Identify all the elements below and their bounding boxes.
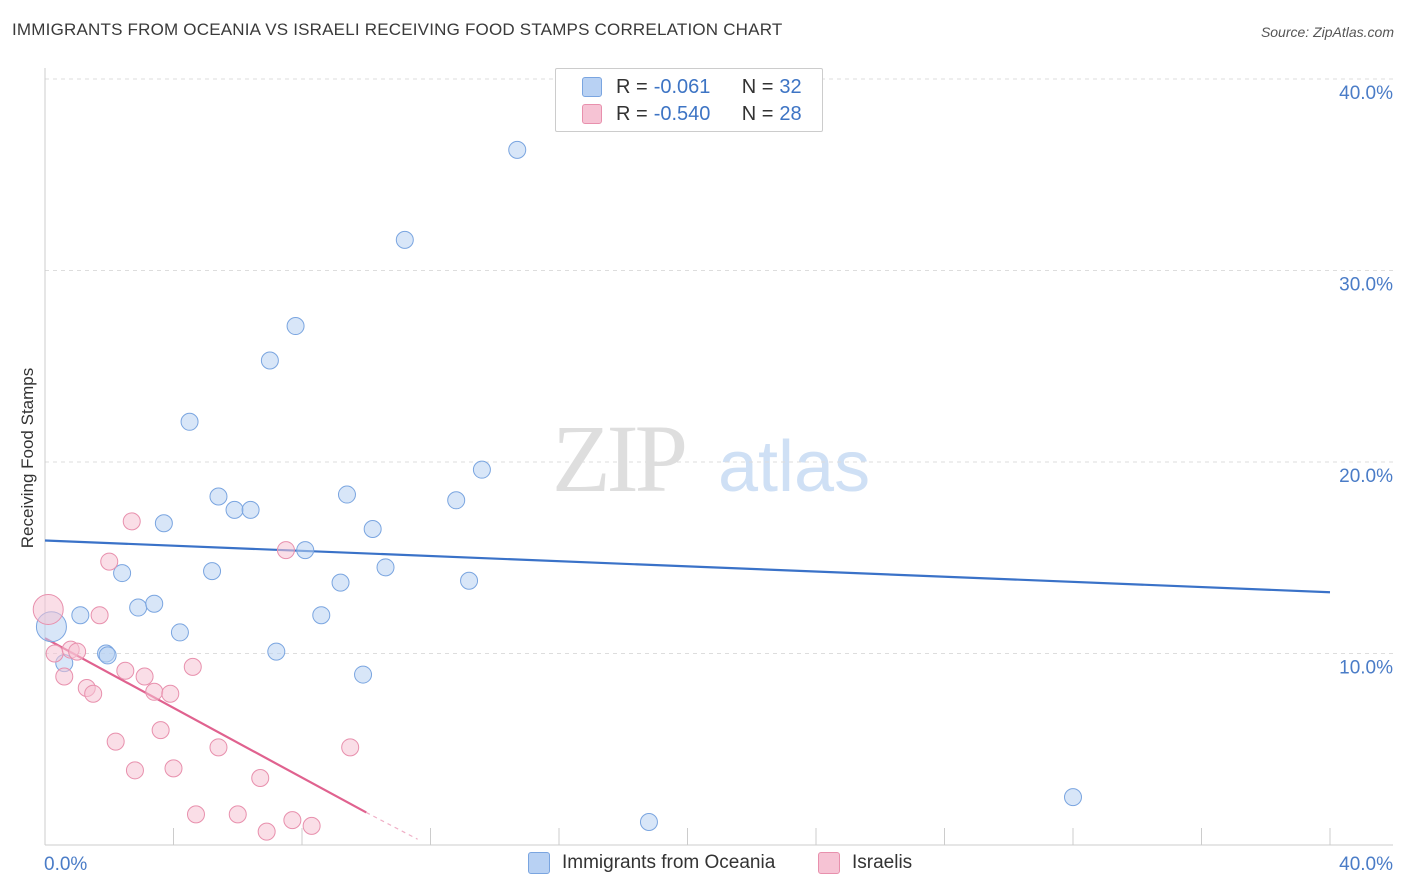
point-oceania bbox=[331, 573, 350, 592]
chart-title: IMMIGRANTS FROM OCEANIA VS ISRAELI RECEI… bbox=[12, 20, 783, 39]
legend-n-label: N = bbox=[741, 102, 774, 125]
point-oceania bbox=[447, 491, 466, 510]
point-oceania bbox=[154, 514, 173, 533]
legend-label-israelis: Israelis bbox=[852, 852, 913, 873]
point-israelis bbox=[68, 642, 87, 661]
point-oceania bbox=[145, 594, 164, 613]
point-oceania bbox=[113, 564, 132, 583]
point-oceania bbox=[395, 230, 414, 249]
point-israelis bbox=[161, 684, 180, 703]
point-oceania bbox=[170, 623, 189, 642]
trend-line-oceania bbox=[44, 539, 1331, 594]
point-israelis bbox=[151, 721, 170, 740]
legend-r-value: -0.061 bbox=[653, 75, 711, 98]
point-oceania bbox=[1064, 788, 1082, 807]
watermark-zip: ZIP bbox=[552, 405, 685, 512]
point-israelis bbox=[84, 684, 103, 703]
point-israelis bbox=[341, 738, 360, 757]
legend-item-israelis: Israelis bbox=[818, 852, 912, 874]
point-israelis bbox=[276, 541, 295, 560]
watermark-atlas: atlas bbox=[718, 427, 870, 507]
point-israelis bbox=[186, 805, 205, 824]
trend-lines bbox=[44, 539, 1331, 840]
legend-row-israelis: R = -0.540 N = 28 bbox=[582, 102, 802, 126]
legend-swatch-blue bbox=[582, 77, 602, 97]
legend-n-label: N = bbox=[741, 75, 774, 98]
y-tick-label: 20.0% bbox=[1339, 466, 1393, 487]
legend-swatch-blue bbox=[528, 852, 550, 874]
point-oceania bbox=[363, 520, 382, 539]
point-oceania bbox=[98, 646, 117, 665]
legend-r-label: R = bbox=[616, 75, 648, 98]
point-oceania bbox=[129, 598, 148, 617]
axes bbox=[44, 68, 1393, 846]
y-tick-label: 10.0% bbox=[1339, 658, 1393, 679]
point-israelis bbox=[145, 682, 164, 701]
legend-label-oceania: Immigrants from Oceania bbox=[562, 852, 776, 873]
point-israelis bbox=[228, 805, 247, 824]
x-tick-label-max: 40.0% bbox=[1339, 854, 1393, 875]
x-ticks bbox=[173, 828, 1331, 845]
y-axis-title: Receiving Food Stamps bbox=[18, 367, 37, 549]
point-oceania bbox=[71, 606, 90, 625]
legend-row-oceania: R = -0.061 N = 32 bbox=[582, 75, 802, 99]
point-oceania bbox=[460, 571, 479, 590]
point-israelis bbox=[116, 661, 135, 680]
point-oceania bbox=[337, 485, 356, 504]
point-israelis bbox=[251, 768, 270, 787]
point-oceania bbox=[209, 487, 228, 506]
source-label: Source: ZipAtlas.com bbox=[1260, 24, 1394, 40]
point-oceania bbox=[312, 606, 331, 625]
data-points bbox=[32, 140, 1082, 841]
point-oceania bbox=[225, 500, 244, 519]
point-oceania bbox=[203, 562, 222, 581]
point-israelis bbox=[90, 606, 109, 625]
point-israelis bbox=[32, 593, 64, 625]
point-oceania bbox=[286, 317, 305, 336]
point-israelis bbox=[45, 644, 64, 663]
trend-line-israelis bbox=[44, 637, 367, 814]
point-oceania bbox=[296, 541, 315, 560]
legend-r-label: R = bbox=[616, 102, 648, 125]
point-israelis bbox=[100, 552, 119, 571]
point-oceania bbox=[508, 140, 527, 159]
legend-n-value: 28 bbox=[779, 102, 802, 125]
point-israelis bbox=[125, 761, 144, 780]
point-israelis bbox=[257, 822, 276, 841]
point-israelis bbox=[122, 512, 141, 531]
legend-swatch-pink bbox=[818, 852, 840, 874]
point-israelis bbox=[55, 667, 74, 686]
point-israelis bbox=[209, 738, 228, 757]
point-oceania bbox=[376, 558, 395, 577]
legend-swatch-pink bbox=[582, 104, 602, 124]
legend-item-oceania: Immigrants from Oceania bbox=[528, 852, 775, 874]
point-israelis bbox=[164, 759, 183, 778]
point-oceania bbox=[260, 351, 279, 370]
legend-n-value: 32 bbox=[779, 75, 802, 98]
point-israelis bbox=[283, 811, 302, 830]
point-israelis bbox=[302, 816, 321, 835]
y-tick-label: 40.0% bbox=[1339, 83, 1393, 104]
trend-line-extension bbox=[365, 811, 418, 840]
point-oceania bbox=[639, 813, 658, 832]
point-oceania bbox=[354, 665, 373, 684]
point-oceania bbox=[267, 642, 286, 661]
x-tick-label-min: 0.0% bbox=[44, 854, 87, 875]
point-israelis bbox=[183, 657, 202, 676]
y-tick-label: 30.0% bbox=[1339, 275, 1393, 296]
point-israelis bbox=[106, 732, 125, 751]
point-israelis bbox=[135, 667, 154, 686]
point-oceania bbox=[180, 412, 199, 431]
point-oceania bbox=[472, 460, 491, 479]
point-oceania bbox=[241, 500, 260, 519]
y-tick-labels: 10.0% 20.0% 30.0% 40.0% bbox=[1339, 83, 1393, 679]
stats-legend: R = -0.061 N = 32 R = -0.540 N = 28 bbox=[555, 68, 823, 132]
legend-r-value: -0.540 bbox=[653, 102, 711, 125]
